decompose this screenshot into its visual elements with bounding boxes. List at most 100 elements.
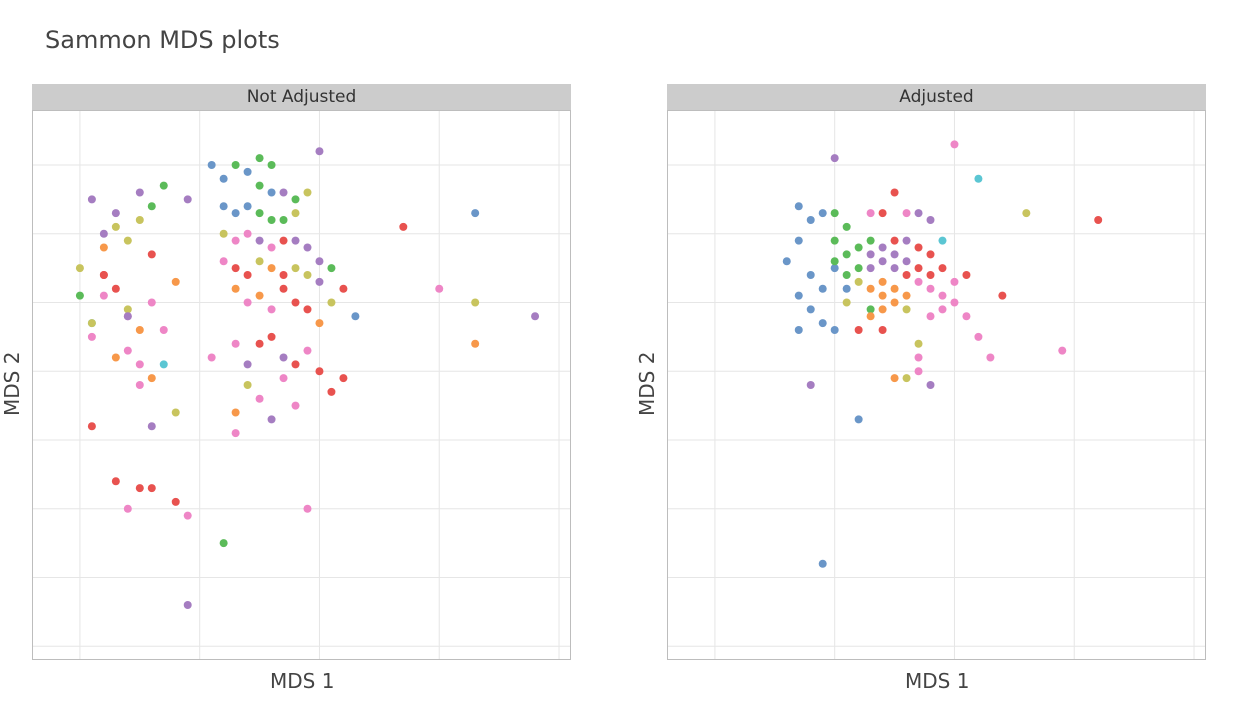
scatter-point (854, 264, 863, 273)
scatter-point (291, 401, 300, 410)
scatter-point (878, 291, 887, 300)
scatter-point (171, 408, 180, 417)
scatter-point (231, 236, 240, 245)
scatter-point (303, 188, 312, 197)
scatter-point (950, 298, 959, 307)
scatter-point (135, 360, 144, 369)
scatter-point (962, 271, 971, 279)
scatter-point (914, 339, 923, 348)
scatter-point (243, 298, 252, 307)
scatter-point (914, 264, 923, 273)
scatter-point (99, 271, 108, 279)
scatter-point (159, 326, 168, 334)
scatter-point (854, 415, 863, 424)
scatter-point (471, 298, 480, 307)
scatter-point (135, 216, 144, 224)
scatter-point (315, 277, 324, 286)
scatter-point (878, 277, 887, 286)
scatter-point (243, 381, 252, 389)
scatter-point (902, 291, 911, 300)
scatter-point (111, 209, 120, 218)
scatter-point (255, 181, 264, 190)
plot-background (32, 110, 571, 660)
scatter-point (830, 264, 839, 273)
scatter-point (914, 367, 923, 376)
scatter-point (87, 195, 96, 204)
scatter-point (926, 381, 935, 389)
scatter-point (866, 264, 875, 273)
scatter-point (99, 291, 108, 300)
scatter-point (255, 154, 264, 163)
scatter-point (830, 236, 839, 245)
scatter-point (135, 188, 144, 197)
scatter-point (303, 305, 312, 314)
facet-strip-label: Not Adjusted (32, 84, 571, 110)
scatter-point (87, 319, 96, 328)
scatter-point (207, 353, 216, 362)
scatter-point (87, 422, 96, 431)
scatter-point (830, 209, 839, 218)
scatter-point (111, 284, 120, 293)
scatter-point (315, 319, 324, 328)
scatter-plot-not-adjusted (32, 110, 571, 660)
scatter-point (818, 284, 827, 293)
scatter-point (135, 484, 144, 493)
scatter-point (794, 202, 803, 211)
scatter-point (87, 332, 96, 341)
scatter-point (171, 277, 180, 286)
scatter-point (99, 243, 108, 252)
scatter-point (878, 305, 887, 314)
scatter-point (1094, 216, 1103, 224)
scatter-point (267, 305, 276, 314)
scatter-point (291, 298, 300, 307)
scatter-point (974, 332, 983, 341)
scatter-point (351, 312, 360, 321)
scatter-point (878, 326, 887, 334)
scatter-point (794, 326, 803, 334)
scatter-point (159, 360, 168, 369)
scatter-point (806, 381, 815, 389)
scatter-point (926, 250, 935, 259)
scatter-point (219, 257, 228, 266)
scatter-point (267, 161, 276, 169)
scatter-point (938, 264, 947, 273)
scatter-point (135, 381, 144, 389)
scatter-point (890, 298, 899, 307)
scatter-point (219, 229, 228, 238)
scatter-point (135, 326, 144, 334)
scatter-point (914, 353, 923, 362)
scatter-point (243, 229, 252, 238)
scatter-point (806, 216, 815, 224)
y-axis-label: MDS 2 (0, 351, 24, 416)
scatter-point (866, 209, 875, 218)
scatter-point (303, 243, 312, 252)
scatter-point (950, 140, 959, 149)
scatter-point (327, 264, 336, 273)
scatter-point (938, 291, 947, 300)
scatter-point (267, 415, 276, 424)
scatter-point (866, 250, 875, 259)
scatter-point (950, 277, 959, 286)
scatter-point (818, 319, 827, 328)
scatter-point (183, 601, 192, 609)
scatter-point (255, 339, 264, 348)
scatter-point (339, 374, 348, 383)
scatter-point (267, 188, 276, 197)
scatter-point (890, 236, 899, 245)
scatter-point (866, 236, 875, 245)
scatter-point (231, 408, 240, 417)
scatter-point (902, 209, 911, 218)
scatter-point (902, 305, 911, 314)
scatter-point (842, 298, 851, 307)
scatter-point (926, 284, 935, 293)
plot-background (667, 110, 1206, 660)
scatter-point (962, 312, 971, 321)
scatter-point (986, 353, 995, 362)
scatter-point (219, 202, 228, 211)
scatter-point (291, 209, 300, 218)
scatter-point (231, 209, 240, 218)
scatter-point (890, 188, 899, 197)
scatter-point (231, 264, 240, 273)
scatter-point (243, 202, 252, 211)
scatter-point (842, 271, 851, 279)
